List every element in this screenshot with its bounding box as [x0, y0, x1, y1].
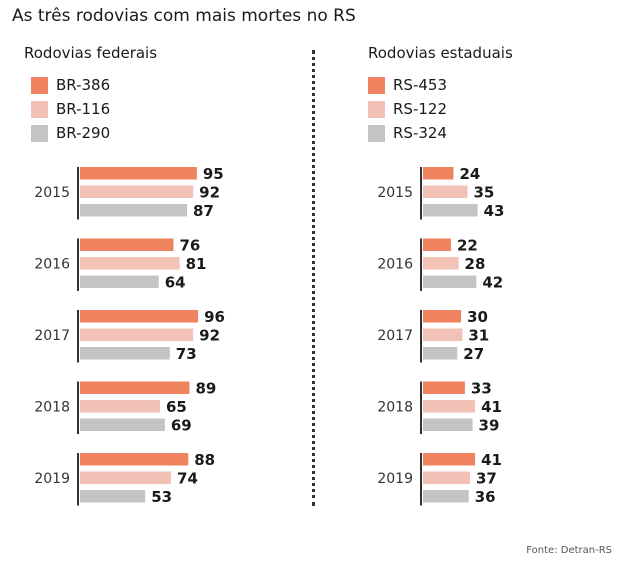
bar-rs-453-2017 — [423, 310, 462, 323]
bar-br-290-2018 — [80, 418, 165, 431]
value-label: 27 — [463, 345, 484, 363]
year-label: 2017 — [34, 328, 70, 344]
year-label: 2019 — [377, 471, 413, 487]
bar-rs-324-2017 — [423, 347, 458, 360]
value-label: 96 — [204, 308, 225, 326]
value-label: 92 — [199, 184, 220, 202]
value-label: 24 — [459, 165, 480, 183]
bar-br-386-2016 — [80, 238, 174, 251]
year-label: 2016 — [34, 256, 70, 272]
year-label: 2015 — [34, 185, 70, 201]
bar-rs-324-2016 — [423, 275, 477, 288]
value-label: 36 — [475, 488, 496, 506]
bar-rs-122-2019 — [423, 471, 470, 484]
value-label: 37 — [476, 470, 497, 488]
panel-divider — [312, 50, 315, 506]
value-label: 81 — [186, 255, 207, 273]
value-label: 30 — [467, 308, 488, 326]
value-label: 33 — [471, 380, 492, 398]
legend-swatch — [31, 76, 48, 94]
legend-swatch — [31, 100, 48, 118]
value-label: 65 — [166, 398, 187, 416]
panel-title-state: Rodovias estaduais — [368, 44, 513, 62]
panel-title-federal: Rodovias federais — [24, 44, 158, 62]
legend-item-br-116: BR-116 — [31, 100, 110, 118]
value-label: 43 — [484, 202, 505, 220]
bar-rs-453-2018 — [423, 381, 465, 394]
bar-rs-453-2019 — [423, 453, 476, 466]
bar-br-116-2015 — [80, 185, 194, 198]
value-label: 69 — [171, 417, 192, 435]
legend-swatch — [31, 124, 48, 142]
legend-swatch — [368, 100, 385, 118]
bar-br-290-2015 — [80, 204, 188, 217]
value-label: 76 — [179, 237, 200, 255]
value-label: 88 — [194, 451, 215, 469]
bar-rs-453-2015 — [423, 167, 454, 180]
value-label: 89 — [195, 380, 216, 398]
bar-rs-122-2018 — [423, 400, 476, 413]
legend-label: RS-453 — [393, 76, 447, 94]
value-label: 35 — [473, 184, 494, 202]
legend-label: BR-116 — [56, 100, 111, 118]
bar-br-116-2018 — [80, 400, 160, 413]
legend-label: RS-324 — [393, 124, 447, 142]
chart-title: As três rodovias com mais mortes no RS — [12, 6, 356, 26]
value-label: 53 — [151, 488, 172, 506]
bar-br-290-2016 — [80, 275, 159, 288]
bar-br-290-2017 — [80, 347, 170, 360]
bar-rs-324-2015 — [423, 204, 478, 217]
value-label: 95 — [203, 165, 224, 183]
legend-swatch — [368, 76, 385, 94]
bar-rs-122-2015 — [423, 185, 468, 198]
bar-br-386-2018 — [80, 381, 190, 394]
bar-br-116-2019 — [80, 471, 172, 484]
bar-br-386-2017 — [80, 310, 199, 323]
legend-item-rs-324: RS-324 — [368, 124, 447, 142]
year-label: 2016 — [377, 256, 413, 272]
year-label: 2015 — [377, 185, 413, 201]
value-label: 64 — [165, 274, 186, 292]
bar-rs-122-2017 — [423, 328, 463, 341]
bar-rs-122-2016 — [423, 257, 459, 270]
bar-rs-324-2018 — [423, 418, 473, 431]
bar-br-116-2016 — [80, 257, 180, 270]
year-label: 2018 — [34, 399, 70, 415]
value-label: 39 — [479, 417, 500, 435]
year-label: 2019 — [34, 471, 70, 487]
legend-label: BR-290 — [56, 124, 111, 142]
legend-label: RS-122 — [393, 100, 447, 118]
year-label: 2017 — [377, 328, 413, 344]
federal-bar-chart: 2015959287201676816420179692732018896569… — [34, 165, 225, 506]
legend-item-br-386: BR-386 — [31, 76, 110, 94]
value-label: 92 — [199, 327, 220, 345]
value-label: 42 — [482, 274, 503, 292]
source-note: Fonte: Detran-RS — [526, 545, 612, 556]
value-label: 73 — [176, 345, 197, 363]
bar-rs-453-2016 — [423, 238, 451, 251]
legend-item-rs-453: RS-453 — [368, 76, 447, 94]
value-label: 87 — [193, 202, 214, 220]
year-label: 2018 — [377, 399, 413, 415]
bar-br-290-2019 — [80, 490, 146, 503]
bar-br-116-2017 — [80, 328, 194, 341]
state-bar-chart: 2015243543201622284220173031272018334139… — [377, 165, 505, 506]
value-label: 41 — [481, 398, 502, 416]
value-label: 22 — [457, 237, 478, 255]
legend-swatch — [368, 124, 385, 142]
bar-br-386-2015 — [80, 167, 197, 180]
legend-item-br-290: BR-290 — [31, 124, 110, 142]
value-label: 74 — [177, 470, 198, 488]
legend-label: BR-386 — [56, 76, 111, 94]
value-label: 28 — [465, 255, 486, 273]
value-label: 31 — [468, 327, 489, 345]
value-label: 41 — [481, 451, 502, 469]
bar-br-386-2019 — [80, 453, 189, 466]
bar-rs-324-2019 — [423, 490, 469, 503]
legend-item-rs-122: RS-122 — [368, 100, 447, 118]
